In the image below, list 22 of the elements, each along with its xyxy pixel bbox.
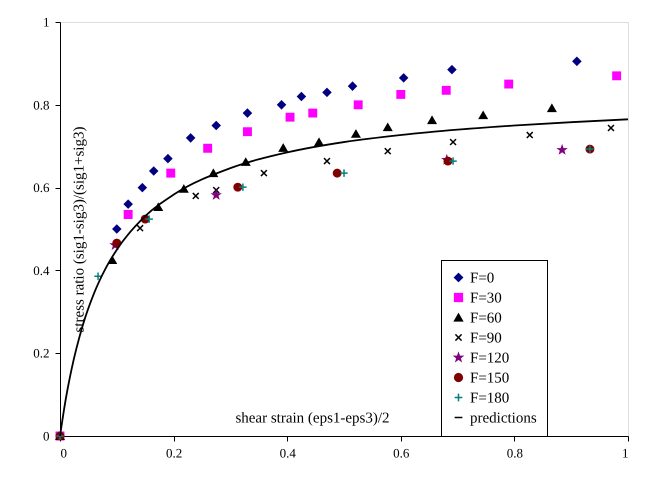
legend-label: F=120 [470,350,510,366]
y-tick-label: 0.2 [33,346,50,361]
legend-label: F=30 [470,290,502,306]
x-tick-label: 0.4 [280,446,296,460]
legend-label: F=0 [470,270,494,286]
x-tick-label: 0.8 [506,446,524,460]
x-axis-title: shear strain (eps1-eps3)/2 [235,410,390,426]
legend-label: F=60 [470,310,502,326]
x-tick-label: 0.6 [393,446,410,460]
x-tick-label: 0.2 [166,446,182,460]
x-tick-label: 0 [60,446,67,460]
legend-label: F=90 [470,330,502,346]
y-tick-label: 0.4 [33,262,50,278]
x-tick-label: 1 [622,446,628,460]
y-tick-label: 0.8 [33,97,50,112]
y-tick-label: 0.6 [33,180,50,196]
y-tick-label: 1 [43,14,50,30]
legend-label: F=150 [470,370,510,386]
legend-label: F=180 [470,390,510,406]
y-tick-label: 0 [43,428,50,444]
legend-label: predictions [470,410,537,426]
y-axis-title: stress ratio (sig1-sig3)/(sig1+sig3) [72,126,88,332]
